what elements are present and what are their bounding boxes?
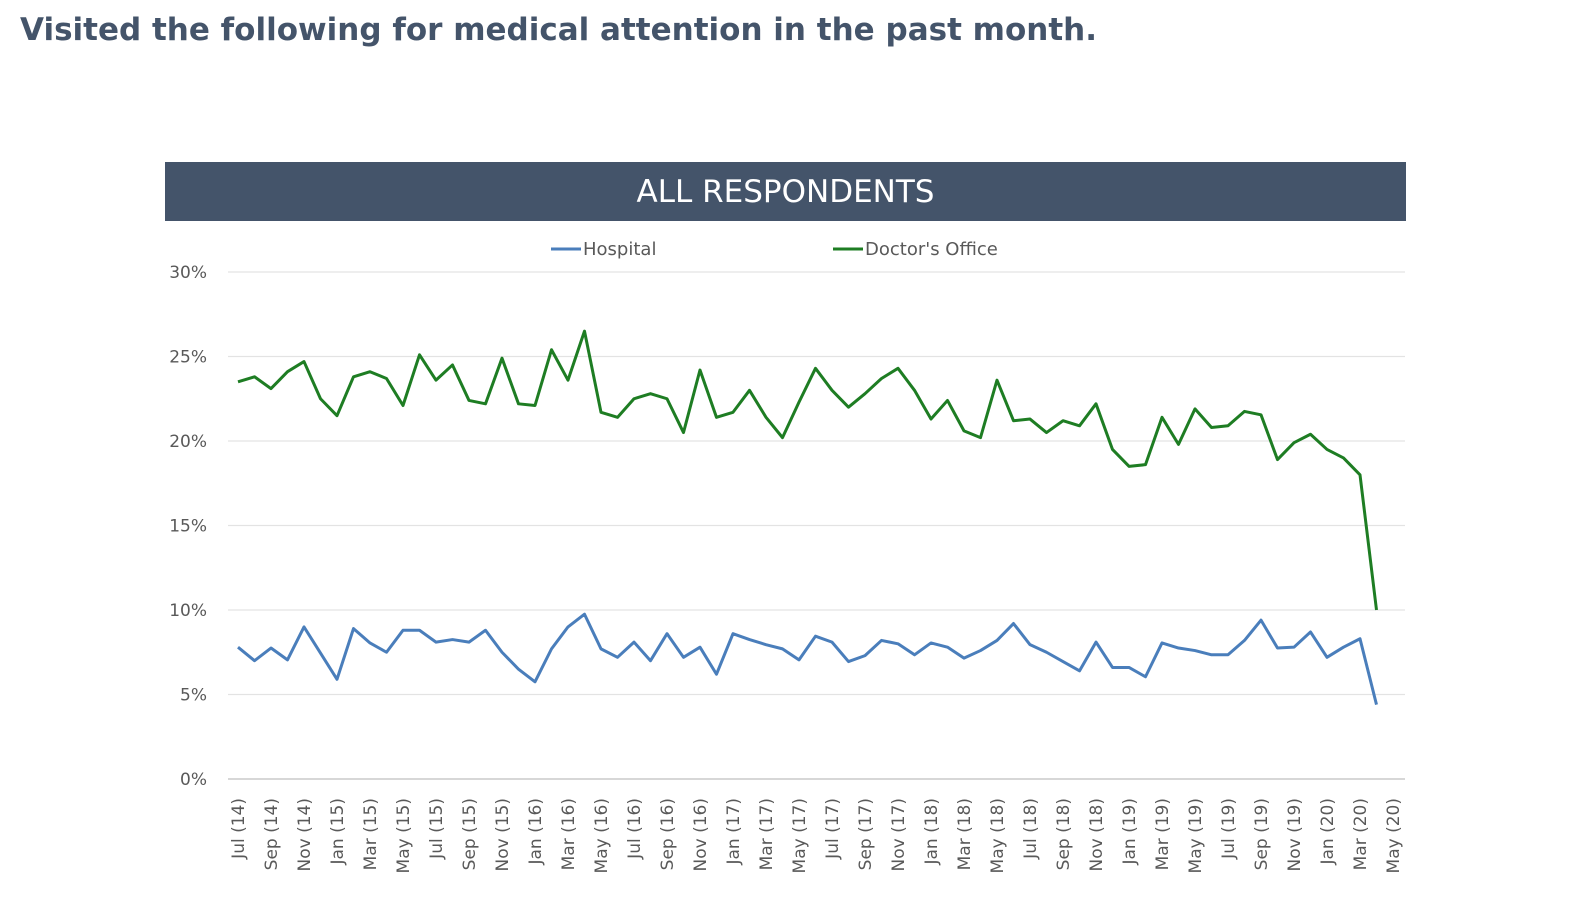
chart-title-banner: ALL RESPONDENTS <box>165 162 1406 221</box>
series-lines <box>237 329 1378 706</box>
x-tick-label: Nov (17) <box>889 798 909 871</box>
series-line-doctor-s-office <box>237 329 1378 611</box>
x-tick-label: Mar (16) <box>559 798 579 870</box>
y-tick-label: 5% <box>180 686 207 706</box>
x-tick-label: Nov (16) <box>691 798 711 871</box>
y-tick-label: 10% <box>169 601 207 621</box>
x-tick-label: Mar (15) <box>361 798 381 870</box>
x-tick-label: May (15) <box>394 798 414 873</box>
x-tick-label: Nov (15) <box>493 798 513 871</box>
x-tick-label: Sep (18) <box>1054 798 1074 870</box>
x-tick-label: Mar (19) <box>1153 798 1173 870</box>
page-title: Visited the following for medical attent… <box>20 12 1098 48</box>
x-tick-label: Mar (18) <box>955 798 975 870</box>
x-tick-label: May (18) <box>988 798 1008 873</box>
x-tick-label: Jul (16) <box>625 798 645 860</box>
y-axis: 0% 5% 10% 15% 20% 25% 30% <box>169 263 207 790</box>
y-tick-label: 25% <box>169 348 207 368</box>
legend-label: Hospital <box>583 239 656 260</box>
x-tick-label: Nov (18) <box>1087 798 1107 871</box>
x-tick-label: Jan (19) <box>1120 798 1140 866</box>
x-tick-label: Sep (16) <box>658 798 678 870</box>
x-tick-label: Sep (17) <box>856 798 876 870</box>
x-tick-label: Mar (20) <box>1351 798 1371 870</box>
x-tick-label: Sep (14) <box>262 798 282 870</box>
x-tick-label: Sep (19) <box>1252 798 1272 870</box>
x-tick-label: Jan (18) <box>922 798 942 866</box>
x-tick-label: Jul (18) <box>1021 798 1041 860</box>
y-tick-label: 20% <box>169 432 207 452</box>
y-tick-label: 0% <box>180 770 207 790</box>
x-tick-label: Mar (17) <box>757 798 777 870</box>
x-tick-label: Jan (20) <box>1318 798 1338 866</box>
x-tick-label: May (17) <box>790 798 810 873</box>
x-tick-label: Jan (16) <box>526 798 546 866</box>
x-tick-label: May (16) <box>592 798 612 873</box>
x-tick-label: Jul (14) <box>229 798 249 860</box>
legend: Hospital Doctor's Office <box>551 239 998 260</box>
gridlines <box>228 271 1405 780</box>
x-tick-label: Jul (19) <box>1219 798 1239 860</box>
x-tick-label: Jul (15) <box>427 798 447 860</box>
series-line-hospital <box>237 612 1378 706</box>
y-tick-label: 30% <box>169 263 207 283</box>
chart-title: ALL RESPONDENTS <box>636 173 935 210</box>
x-axis: Jul (14) Sep (14) Nov (14) Jan (15) Mar (15)… <box>229 798 1404 873</box>
x-tick-label: Jul (17) <box>823 798 843 860</box>
x-tick-label: Nov (19) <box>1285 798 1305 871</box>
x-tick-label: Jan (17) <box>724 798 744 866</box>
y-tick-label: 15% <box>169 517 207 537</box>
x-tick-label: May (19) <box>1186 798 1206 873</box>
x-tick-label: Jan (15) <box>328 798 348 866</box>
x-tick-label: May (20) <box>1384 798 1404 873</box>
x-tick-label: Sep (15) <box>460 798 480 870</box>
x-tick-label: Nov (14) <box>295 798 315 871</box>
legend-label: Doctor's Office <box>865 239 998 260</box>
